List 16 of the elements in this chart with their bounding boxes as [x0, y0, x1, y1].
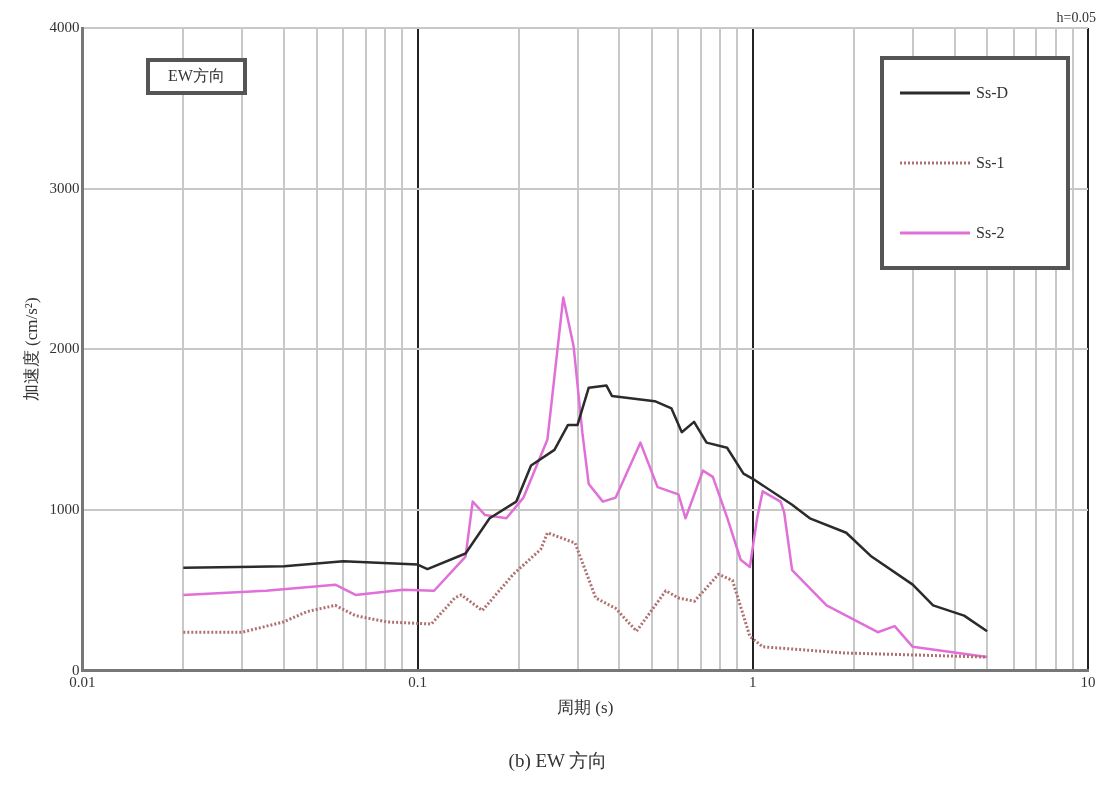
legend-label: Ss-1 [976, 154, 1005, 172]
y-tick-label: 3000 [49, 179, 80, 196]
x-axis-title: 周期 (s) [557, 698, 614, 718]
text: (b) EW 方向 [507, 749, 609, 773]
legend-label: Ss-2 [976, 224, 1005, 242]
y-tick-label: 4000 [49, 18, 80, 35]
legend-label: Ss-D [976, 84, 1009, 102]
y-tick-label: 0 [71, 661, 80, 678]
y-tick-label: 2000 [49, 340, 80, 357]
x-tick-label: 10 [1080, 673, 1096, 690]
annotation: EW方向 [146, 58, 247, 95]
x-tick-label: 0.1 [408, 673, 427, 690]
y-tick-label: 1000 [49, 500, 80, 517]
x-tick-label: 1 [749, 673, 757, 690]
text: h=0.05 [1056, 10, 1096, 26]
y-axis-title: 加速度 (cm/s²) [21, 297, 41, 402]
